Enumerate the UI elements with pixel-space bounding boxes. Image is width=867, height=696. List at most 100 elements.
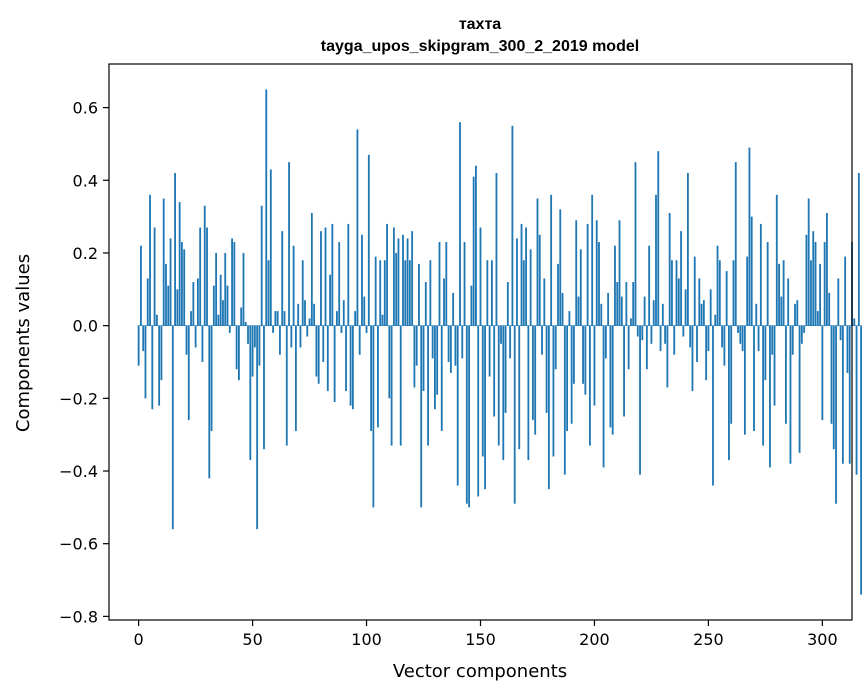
bar (349, 325, 352, 406)
bar (354, 311, 357, 326)
bar (317, 325, 320, 384)
bar (857, 173, 860, 326)
bar (418, 263, 420, 326)
bar (759, 223, 762, 326)
bar (285, 325, 288, 446)
bar (395, 252, 398, 326)
bar (294, 325, 297, 432)
bar (527, 325, 530, 461)
bar (342, 300, 345, 326)
bar (397, 238, 400, 326)
bar (593, 325, 596, 406)
bar (673, 325, 676, 355)
bar (757, 325, 760, 352)
bar (803, 325, 806, 333)
bar (860, 325, 863, 595)
bar (600, 303, 603, 326)
y-tick-label: 0.6 (73, 99, 98, 118)
bar (762, 325, 765, 446)
bar (427, 325, 429, 446)
bar (178, 202, 181, 326)
bar (413, 325, 416, 388)
bar (222, 300, 224, 326)
bar (563, 325, 566, 475)
bar (789, 325, 792, 464)
bar (753, 325, 755, 432)
bar (363, 296, 366, 326)
bar (459, 122, 461, 326)
bar (798, 325, 801, 453)
bar (263, 325, 265, 450)
bar (702, 300, 705, 326)
bar (288, 162, 290, 326)
bar (557, 263, 559, 326)
bar (256, 325, 259, 530)
bar (167, 285, 170, 326)
bar (169, 238, 172, 326)
bar (737, 325, 739, 333)
bar (340, 325, 343, 333)
bar (196, 278, 199, 326)
bar (424, 282, 427, 326)
bar (392, 227, 395, 326)
bar (814, 242, 817, 326)
bar (183, 249, 186, 326)
bar (755, 303, 758, 326)
bar (304, 300, 306, 326)
bar (853, 318, 856, 326)
bar (714, 314, 717, 326)
bar (461, 325, 464, 359)
bar (696, 325, 698, 362)
bar (281, 231, 284, 326)
bar (693, 256, 696, 326)
bar (440, 325, 443, 432)
bar (449, 325, 452, 373)
bar (488, 325, 491, 377)
bar (153, 227, 156, 326)
bar (636, 325, 639, 337)
bar (545, 325, 548, 413)
bar (775, 194, 778, 326)
bar (680, 231, 682, 326)
bar (821, 325, 824, 421)
bar (823, 242, 826, 326)
bar (586, 223, 589, 326)
bar (272, 325, 275, 333)
bar (187, 325, 190, 421)
bar (602, 325, 605, 468)
bar (511, 125, 514, 326)
bar (247, 325, 249, 344)
bar (411, 231, 414, 326)
bar (269, 169, 272, 326)
bar (176, 289, 179, 326)
bar (140, 245, 142, 326)
bar (682, 325, 685, 337)
bar (595, 220, 598, 326)
bar (383, 260, 386, 326)
bar (841, 325, 844, 464)
bar (408, 260, 411, 326)
bar (390, 325, 393, 446)
bar (495, 173, 498, 326)
x-tick-label: 100 (351, 630, 382, 649)
bar (671, 260, 673, 326)
bar (258, 325, 261, 366)
y-tick-label: −0.8 (59, 607, 98, 626)
bar (830, 325, 833, 424)
bar (748, 147, 751, 326)
bar (516, 238, 518, 326)
bar (835, 325, 837, 504)
bar (837, 278, 840, 326)
y-tick-label: 0.0 (73, 317, 98, 336)
y-tick-label: −0.6 (59, 535, 98, 554)
bar (614, 245, 616, 326)
bar (623, 325, 625, 417)
bar (345, 325, 347, 392)
bar (855, 325, 858, 475)
bar (611, 325, 614, 435)
bar (500, 325, 502, 344)
bar (331, 223, 334, 326)
bar (292, 245, 295, 326)
bar (832, 325, 835, 450)
